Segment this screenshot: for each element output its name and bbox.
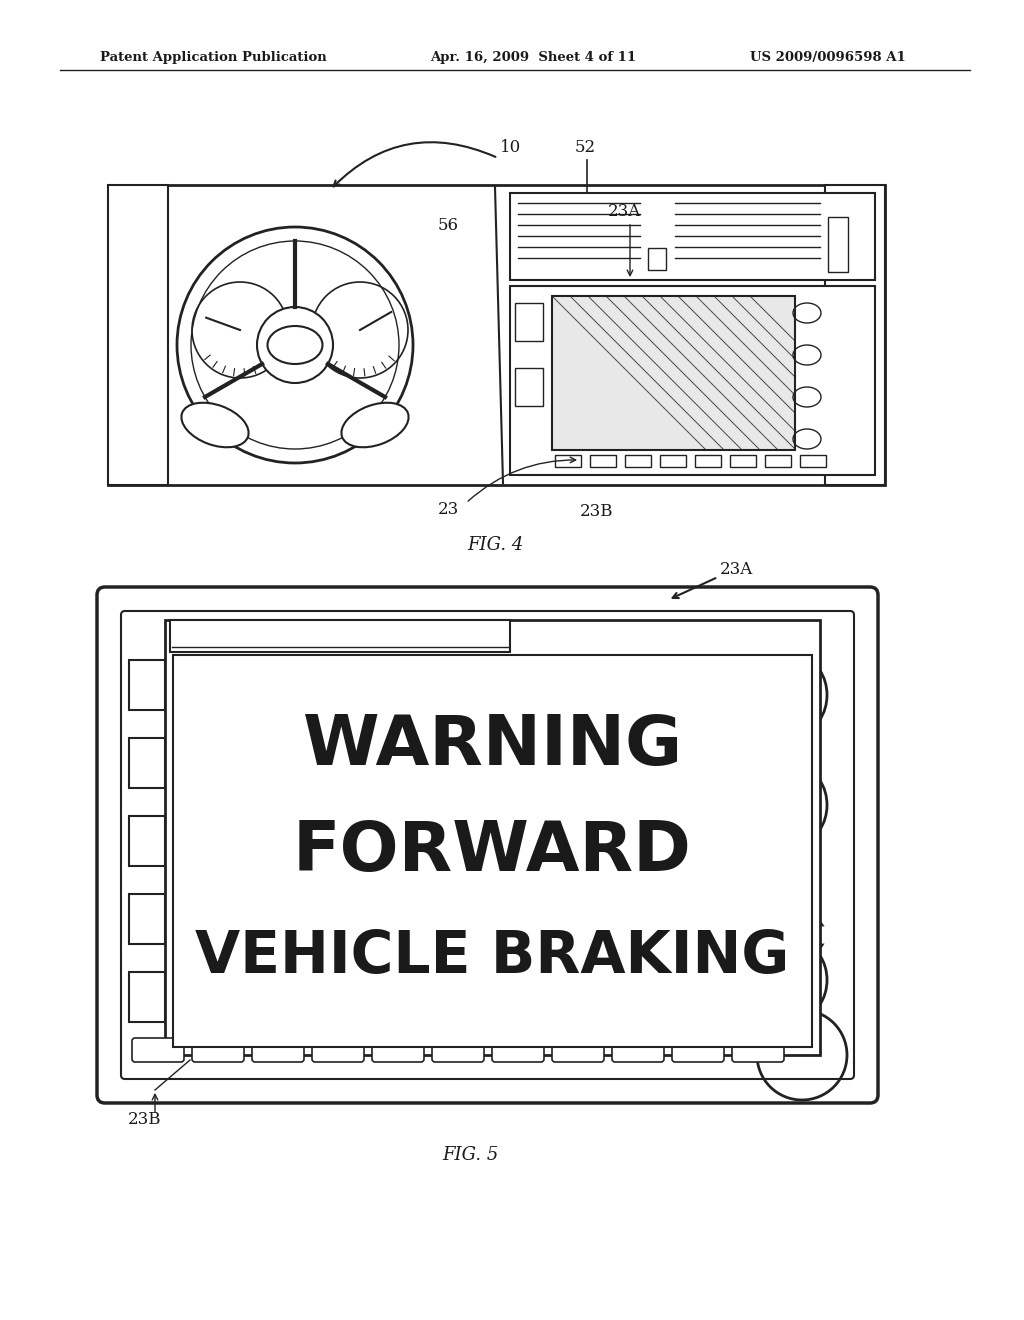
Bar xyxy=(590,455,616,467)
Bar xyxy=(730,455,756,467)
FancyBboxPatch shape xyxy=(672,1038,724,1063)
FancyBboxPatch shape xyxy=(372,1038,424,1063)
Bar xyxy=(800,455,826,467)
FancyBboxPatch shape xyxy=(732,1038,784,1063)
Bar xyxy=(129,972,165,1022)
FancyBboxPatch shape xyxy=(132,1038,184,1063)
Text: 23A: 23A xyxy=(608,203,641,220)
Circle shape xyxy=(312,282,408,378)
FancyBboxPatch shape xyxy=(121,611,854,1078)
Bar xyxy=(625,455,651,467)
FancyBboxPatch shape xyxy=(432,1038,484,1063)
Text: WARNING: WARNING xyxy=(302,713,683,780)
Text: 10: 10 xyxy=(500,140,521,157)
FancyBboxPatch shape xyxy=(193,1038,244,1063)
Text: FORWARD: FORWARD xyxy=(293,817,692,884)
Polygon shape xyxy=(108,185,168,484)
Polygon shape xyxy=(825,185,885,484)
Circle shape xyxy=(257,308,333,383)
Bar xyxy=(828,216,848,272)
Text: VEHICLE BRAKING: VEHICLE BRAKING xyxy=(196,928,790,985)
FancyBboxPatch shape xyxy=(612,1038,664,1063)
Bar xyxy=(129,816,165,866)
FancyBboxPatch shape xyxy=(312,1038,364,1063)
Text: 23: 23 xyxy=(437,502,459,519)
FancyBboxPatch shape xyxy=(492,1038,544,1063)
Bar xyxy=(129,660,165,710)
Ellipse shape xyxy=(181,403,249,447)
Text: Patent Application Publication: Patent Application Publication xyxy=(100,51,327,65)
Bar xyxy=(660,455,686,467)
Ellipse shape xyxy=(341,403,409,447)
Bar xyxy=(129,738,165,788)
Text: 23B: 23B xyxy=(580,503,613,520)
Bar xyxy=(515,304,543,341)
Bar xyxy=(129,894,165,944)
Bar xyxy=(510,193,874,280)
Text: FIG. 5: FIG. 5 xyxy=(441,1146,499,1164)
Bar xyxy=(648,248,666,271)
Bar xyxy=(108,185,885,484)
Bar xyxy=(555,455,581,467)
Ellipse shape xyxy=(267,326,323,364)
Bar xyxy=(173,655,812,1047)
Bar xyxy=(695,455,721,467)
FancyBboxPatch shape xyxy=(97,587,878,1104)
Text: Apr. 16, 2009  Sheet 4 of 11: Apr. 16, 2009 Sheet 4 of 11 xyxy=(430,51,636,65)
Text: 56: 56 xyxy=(437,216,459,234)
FancyBboxPatch shape xyxy=(552,1038,604,1063)
Bar xyxy=(170,620,510,652)
Text: 23B: 23B xyxy=(128,1111,162,1129)
Bar xyxy=(165,620,820,1055)
Bar xyxy=(515,368,543,407)
Text: 23A: 23A xyxy=(720,561,754,578)
Circle shape xyxy=(193,282,288,378)
Bar xyxy=(510,286,874,475)
FancyBboxPatch shape xyxy=(252,1038,304,1063)
Text: 52: 52 xyxy=(575,140,596,157)
Text: FIG. 4: FIG. 4 xyxy=(467,536,523,554)
Bar xyxy=(765,455,791,467)
Text: US 2009/0096598 A1: US 2009/0096598 A1 xyxy=(750,51,906,65)
Bar xyxy=(552,296,795,450)
